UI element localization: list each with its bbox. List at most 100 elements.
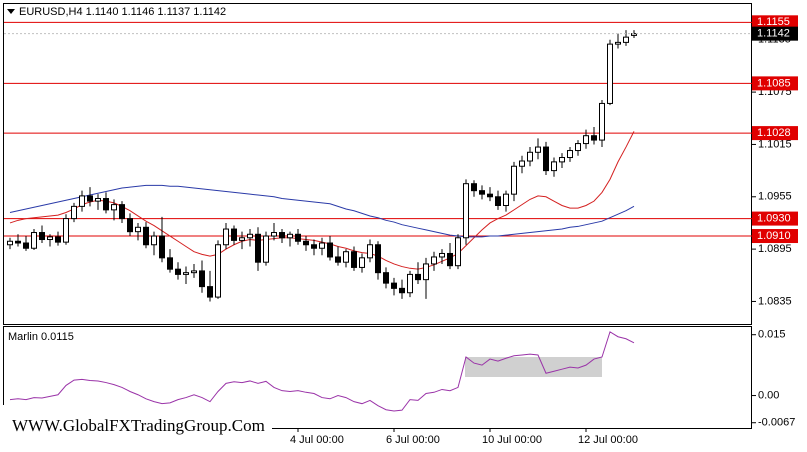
candle-body [487,193,493,198]
y2-tick-label: 0.00 [758,389,779,401]
candle-body [279,232,285,239]
watermark-box [0,405,272,452]
candle-body [135,226,141,233]
candle-body [71,205,77,220]
candle-body [391,282,397,289]
candle-body [511,165,517,195]
candle-body [247,233,253,239]
candle-body [287,233,293,239]
candle-body [423,263,429,281]
candle-body [263,235,269,263]
candle-body [551,161,557,172]
x-tick-label: 6 Jul 00:00 [386,434,440,446]
candle-body [431,256,437,265]
candle-body [527,151,533,162]
candle-body [335,256,341,263]
indicator-line [9,331,635,412]
candle-body [311,244,317,249]
candle-body [367,244,373,259]
main-pane [3,3,752,325]
x-tick-label: 4 Jul 00:00 [290,434,344,446]
candle-body [159,235,165,259]
candle-body [79,195,85,207]
candle-body [503,193,509,206]
candle-body [199,270,205,288]
level-label: 1.1085 [757,77,791,89]
candle-body [191,270,197,274]
candle-body [407,273,413,294]
candle-body [479,190,485,195]
candle-body [583,135,589,145]
candle-body [559,157,565,163]
candle-body [519,160,525,167]
indicator-pane [3,326,752,429]
candle-body [223,228,229,246]
x-tick-label: 12 Jul 00:00 [578,434,638,446]
candle-body [415,273,421,281]
candle-body [231,228,237,241]
candle-body [591,135,597,141]
level-label: 1.1155 [757,16,790,28]
candle-body [239,237,245,241]
candle-body [575,143,581,152]
candle-body [495,196,501,206]
candle-body [47,236,53,241]
candle-body [455,237,461,267]
menu-arrow[interactable] [7,9,15,14]
candle-body [359,257,365,268]
moving-average [9,184,635,238]
candle-body [151,235,157,246]
candle-body [303,240,309,246]
candle-body [111,204,117,211]
candle-body [207,286,213,298]
candle-body [7,240,13,246]
level-label: 1.0910 [757,230,791,242]
price-label: 1.1142 [757,28,790,40]
candle-body [327,242,333,258]
candle-body [439,252,445,258]
candle-body [15,240,21,244]
candle-body [103,198,109,211]
level-label-box [752,229,798,244]
candle-body [95,198,101,202]
watermark: WWW.GlobalFXTradingGroup.Com [12,416,265,435]
candle-body [23,242,29,249]
candle-body [271,232,277,237]
candle-body [599,102,605,141]
y-tick-label: 1.0895 [758,243,792,255]
x-tick-label: 10 Jul 00:00 [482,434,542,446]
candle-body [543,146,549,172]
candle-body [535,146,541,153]
candle-body [55,236,61,243]
candle-body [127,218,133,233]
candle-body [295,233,301,242]
candle-body [471,183,477,192]
y2-tick-label: -0.0067 [758,417,795,429]
candle-body [375,244,381,274]
price-box [752,26,798,41]
candle-body [119,204,125,220]
candle-body [319,242,325,249]
candle-body [175,268,181,275]
candle-body [615,41,621,45]
candle-body [383,272,389,284]
indicator-zone [465,357,530,377]
indicator-zone [530,357,602,377]
y2-tick-label: 0.015 [758,329,786,341]
candle-body [567,150,573,159]
candle-body [215,244,221,298]
y-tick-label: 1.0835 [758,295,792,307]
candle-body [183,272,189,275]
candle-body [399,287,405,294]
level-label-box [752,126,798,141]
candle-body [623,36,629,43]
indicator-title: Marlin 0.0115 [8,331,74,343]
candle-body [255,233,261,263]
candle-body [39,232,45,241]
candle-body [607,43,613,104]
chart-title: EURUSD,H4 1.1140 1.1146 1.1137 1.1142 [19,6,226,18]
y-tick-label: 1.1015 [758,138,792,150]
candle-body [63,218,69,243]
